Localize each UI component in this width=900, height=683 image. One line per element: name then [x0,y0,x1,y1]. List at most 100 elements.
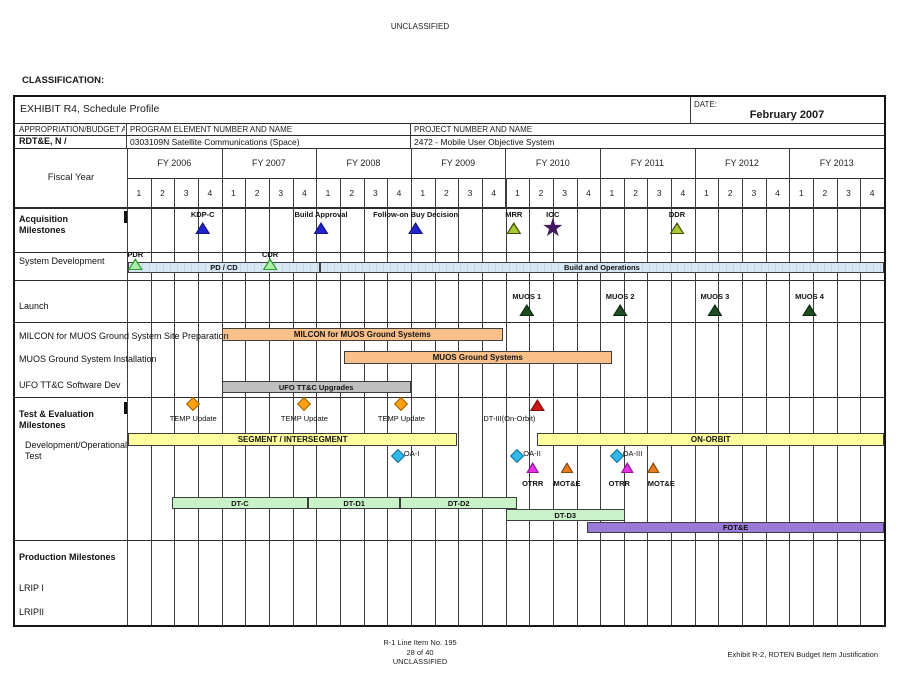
marker-triangle-dt-iii-on-orbit [529,399,545,411]
marker-fill-mrr [508,224,520,233]
divider-project-cell [410,123,411,148]
bar-build-and-operations: Build and Operations [319,262,884,273]
marker-triangle-muos-4 [802,304,817,316]
quarter-line-chart-2 [174,207,176,625]
grid-hline-8 [15,397,884,398]
quarter-line-header-13 [434,178,436,207]
quarter-line-chart-7 [292,207,294,625]
milestone-label-oa-i: OA-I [403,449,420,458]
marker-fill-mot-e [562,464,572,472]
milestone-label-ddr: DDR [668,210,686,219]
fy-header-fy-2006: FY 2006 [157,158,192,168]
quarter-line-chart-31 [860,207,862,625]
fy-header-fy-2013: FY 2013 [819,158,854,168]
divider-label-column [127,148,128,625]
marker-triangle-muos-2 [612,304,628,316]
quarter-header-fy-2006-q1: 1 [136,188,142,198]
quarter-line-header-5 [245,178,247,207]
quarter-line-header-2 [174,178,176,207]
row-label-ufo: UFO TT&C Software Dev [19,380,121,390]
top-banner-unclassified: UNCLASSIFIED [390,22,450,31]
marker-triangle-muos-3 [707,304,723,316]
quarter-line-chart-10 [363,207,365,625]
fy-header-fy-2008: FY 2008 [346,158,381,168]
quarter-line-chart-1 [150,207,152,625]
section-tick-test-eval [124,402,127,414]
quarter-header-fy-2010-q2: 2 [538,188,544,198]
quarter-line-chart-14 [458,207,460,625]
quarter-line-header-19 [576,178,578,207]
quarter-line-header-29 [813,178,814,207]
project-label: PROJECT NUMBER AND NAME [414,125,533,134]
quarter-header-fy-2007-q1: 1 [231,188,236,198]
quarter-line-chart-29 [813,207,814,625]
quarter-line-chart-19 [576,207,578,625]
milestone-label-ioc: IOC [546,210,560,219]
bar-on-orbit: ON-ORBIT [537,433,884,446]
grid-hline-0 [15,123,884,124]
footer-r1-line-item: R-1 Line Item No. 195 [383,638,457,647]
marker-fill-muos-3 [709,306,721,315]
program-element-value: 0303109N Satellite Communications (Space… [130,137,300,147]
classification-label: CLASSIFICATION: [22,75,105,86]
fy-boundary-1 [221,148,223,207]
grid-hline-7 [15,322,884,323]
fy-header-fy-2007: FY 2007 [251,158,286,168]
fy-boundary-2 [316,148,318,207]
quarter-line-chart-23 [671,207,673,625]
quarter-header-fy-2008-q1: 1 [325,188,331,198]
quarter-header-fy-2009-q1: 1 [420,188,426,198]
milestone-label-pdr: PDR [127,250,144,259]
grid-hline-6 [15,280,884,281]
milestone-label-temp-update: TEMP Update [377,414,425,423]
fy-boundary-6 [694,148,696,207]
row-label-lrip2: LRIPII [19,607,45,617]
divider-date-cell [690,97,691,123]
marker-triangle-mot-e [646,462,660,473]
marker-fill-muos-1 [521,306,533,315]
row-label-sysdev: System Development [19,256,105,266]
milestone-label-build-approval: Build Approval [294,210,348,219]
grid-hline-2 [15,148,884,149]
program-element-label: PROGRAM ELEMENT NUMBER AND NAME [130,125,293,134]
bar-dt-d2: DT-D2 [400,497,518,509]
marker-fill-otrr [622,464,632,472]
marker-diamond-oa-i [390,448,405,464]
quarter-line-chart-15 [481,207,483,625]
section-tick-acquisition [124,211,127,223]
row-label-launch: Launch [19,301,49,311]
quarter-line-chart-16 [505,207,507,625]
quarter-line-chart-18 [552,207,554,625]
quarter-line-chart-21 [623,207,625,625]
appropriation-label: APPROPRIATION/BUDGET A [19,125,125,134]
quarter-line-header-28 [789,178,791,207]
quarter-line-header-11 [387,178,389,207]
quarter-header-fy-2012-q1: 1 [704,188,709,198]
quarter-header-fy-2010-q3: 3 [562,188,567,198]
quarter-line-chart-30 [836,207,838,625]
quarter-line-header-6 [268,178,270,207]
quarter-line-chart-28 [789,207,791,625]
divider-appropriation-cell [126,123,127,148]
quarter-header-fy-2007-q3: 3 [278,188,284,198]
grid-hline-9 [15,540,884,541]
exhibit-title: EXHIBIT R4, Schedule Profile [20,103,160,115]
fy-boundary-3 [410,148,412,207]
quarter-line-header-30 [836,178,838,207]
milestone-label-otrr: OTRR [608,479,630,488]
milestone-label-oa-iii: OA-III [622,449,643,458]
quarter-line-header-23 [671,178,673,207]
quarter-header-fy-2011-q4: 4 [680,188,686,198]
milestone-label-otrr: OTRR [522,479,544,488]
quarter-header-fy-2006-q4: 4 [207,188,213,198]
milestone-label-muos-2: MUOS 2 [605,292,635,301]
quarter-line-chart-11 [387,207,389,625]
marker-diamond-temp-update [297,396,312,412]
quarter-header-fy-2006-q2: 2 [160,188,165,198]
marker-triangle-otrr [620,462,634,473]
marker-diamond-oa-iii [609,448,624,464]
quarter-line-chart-4 [221,207,223,625]
marker-fill-muos-2 [614,306,626,315]
marker-fill-dt-iii-on-orbit [531,401,543,410]
grid-hline-1 [15,135,884,136]
